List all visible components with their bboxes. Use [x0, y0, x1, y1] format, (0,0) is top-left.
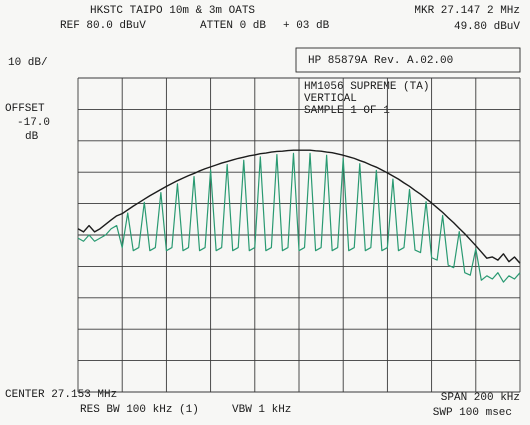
marker-frequency: MKR 27.147 2 MHz [414, 5, 520, 17]
instrument: HP 85879A Rev. A.02.00 [308, 55, 453, 67]
center-frequency: CENTER 27.153 MHz [5, 389, 117, 401]
chart-title: HKSTC TAIPO 10m & 3m OATS [90, 5, 255, 17]
scale: 10 dB/ [8, 57, 48, 69]
offset-unit: dB [25, 131, 39, 143]
resolution-bandwidth: RES BW 100 kHz (1) [80, 404, 199, 416]
external-gain: + 03 dB [283, 20, 330, 32]
offset-label: OFFSET [5, 103, 45, 115]
info-line: HM1056 SUPREME (TA) [304, 81, 429, 93]
video-bandwidth: VBW 1 kHz [232, 404, 291, 416]
offset-value: -17.0 [17, 117, 50, 129]
trace [77, 152, 521, 283]
ref-level: REF 80.0 dBuV [60, 20, 146, 32]
trace [77, 149, 521, 264]
info-line: SAMPLE 1 OF 1 [304, 105, 390, 117]
sweep-time: SWP 100 msec [433, 407, 512, 419]
attenuation: ATTEN 0 dB [200, 20, 266, 32]
marker-level: 49.80 dBuV [454, 21, 520, 33]
instrument-box [295, 47, 521, 73]
span: SPAN 200 kHz [441, 392, 520, 404]
info-line: VERTICAL [304, 93, 357, 105]
